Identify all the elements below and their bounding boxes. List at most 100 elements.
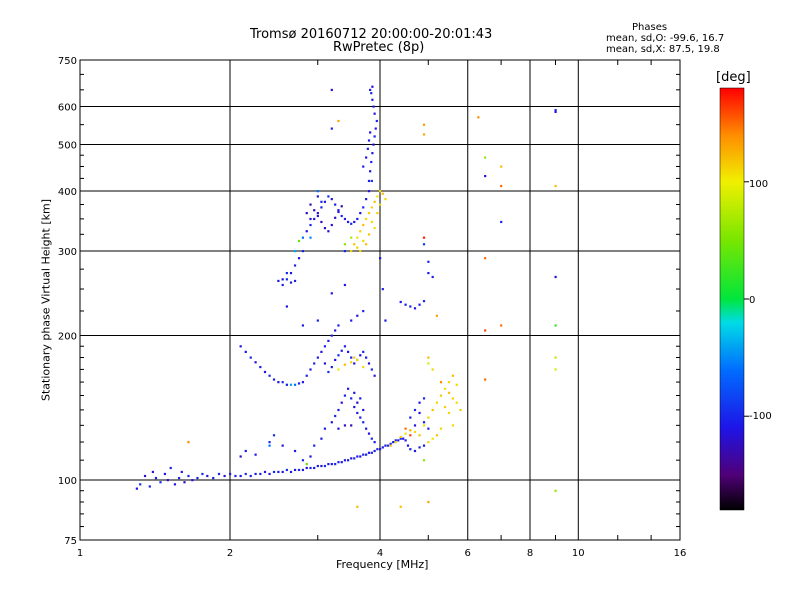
- data-point: [554, 368, 557, 371]
- data-point: [413, 408, 417, 412]
- data-point: [375, 119, 378, 123]
- data-point: [379, 190, 382, 193]
- data-point: [343, 217, 347, 221]
- data-point: [350, 250, 353, 253]
- data-point: [346, 459, 350, 462]
- data-point: [362, 309, 365, 313]
- data-point: [359, 250, 362, 253]
- data-point: [320, 200, 323, 203]
- y-tick-label: 750: [58, 56, 77, 67]
- data-point: [249, 356, 252, 359]
- data-point: [285, 468, 288, 472]
- data-point: [451, 397, 455, 400]
- data-point: [159, 481, 162, 484]
- data-point: [422, 300, 426, 303]
- data-point: [439, 381, 443, 384]
- data-point: [381, 446, 384, 449]
- data-point: [337, 210, 340, 214]
- colorbar-tick-100: 100: [749, 179, 769, 190]
- data-point: [316, 214, 319, 218]
- y-tick-label: 100: [58, 476, 77, 487]
- data-point: [285, 271, 288, 275]
- data-point: [394, 439, 397, 442]
- data-point: [365, 427, 368, 430]
- data-point: [323, 362, 327, 365]
- data-point: [316, 356, 319, 359]
- data-point: [356, 401, 359, 404]
- phase-stats-title: Phases: [632, 22, 668, 33]
- data-point: [353, 391, 356, 394]
- data-point: [313, 444, 316, 447]
- data-point: [370, 160, 373, 164]
- data-point: [180, 470, 183, 474]
- data-point: [359, 397, 362, 400]
- data-point: [427, 260, 430, 263]
- data-point: [293, 449, 297, 453]
- data-point: [350, 424, 353, 427]
- data-point: [239, 474, 242, 478]
- data-point: [447, 381, 451, 384]
- data-point: [373, 374, 376, 377]
- data-point: [362, 206, 365, 209]
- data-point: [293, 264, 297, 267]
- data-point: [334, 203, 337, 206]
- data-point: [323, 427, 327, 430]
- data-point: [439, 427, 443, 430]
- data-point: [289, 271, 293, 275]
- data-point: [373, 227, 376, 230]
- data-point: [285, 278, 288, 281]
- colorbar-tick-0: 0: [749, 295, 756, 306]
- data-point: [427, 441, 430, 444]
- data-point: [373, 200, 376, 203]
- data-point: [369, 88, 372, 92]
- data-point: [370, 92, 373, 95]
- data-point: [367, 212, 371, 215]
- data-point: [350, 356, 353, 359]
- data-point: [337, 209, 340, 212]
- data-point: [334, 358, 337, 362]
- data-point: [362, 239, 365, 243]
- data-point: [327, 462, 330, 466]
- data-point: [379, 257, 382, 260]
- data-point: [397, 439, 400, 442]
- data-point: [337, 119, 340, 123]
- data-point: [346, 350, 350, 353]
- phase-stats-o: mean, sd,O: -99.6, 16.7: [606, 33, 725, 44]
- y-tick-label: 200: [58, 332, 77, 343]
- x-tick-label: 2: [227, 548, 233, 559]
- data-point: [343, 250, 347, 253]
- data-point: [249, 474, 252, 478]
- data-point: [362, 421, 365, 424]
- data-point: [427, 362, 430, 365]
- data-point: [413, 424, 417, 427]
- data-point: [297, 257, 301, 260]
- data-point: [356, 411, 359, 415]
- data-point: [367, 139, 371, 142]
- data-point: [320, 464, 323, 468]
- data-point: [435, 401, 438, 404]
- data-point: [244, 449, 247, 453]
- y-tick-label: 300: [58, 247, 77, 258]
- data-point: [151, 470, 155, 474]
- data-point: [369, 131, 372, 134]
- data-point: [309, 455, 312, 458]
- data-point: [365, 217, 368, 221]
- data-point: [431, 275, 434, 279]
- data-point: [305, 374, 308, 377]
- data-point: [399, 300, 402, 304]
- data-point: [320, 206, 323, 209]
- data-point: [500, 184, 503, 188]
- data-point: [343, 424, 347, 427]
- data-point: [399, 437, 402, 440]
- data-point: [323, 200, 327, 203]
- data-point: [223, 474, 226, 478]
- data-point: [406, 444, 410, 447]
- data-point: [285, 383, 288, 386]
- data-point: [376, 212, 379, 215]
- data-point: [451, 424, 455, 427]
- colorbar-unit-label: [deg]: [716, 70, 751, 85]
- data-point: [254, 361, 257, 364]
- data-point: [316, 212, 319, 215]
- data-point: [359, 212, 362, 215]
- data-point: [330, 292, 333, 295]
